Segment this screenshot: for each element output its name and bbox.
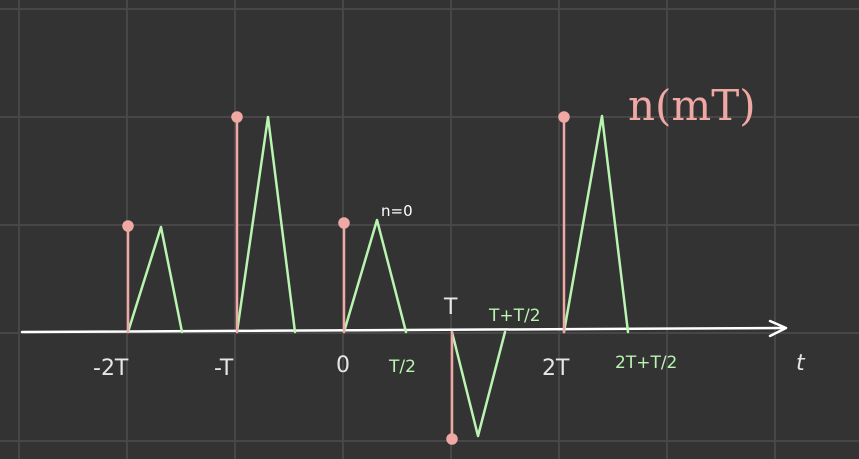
sample-T	[446, 330, 458, 445]
tick-label-2T-plus-half: 2T+T/2	[615, 353, 677, 373]
pulse-minus-2T	[126, 225, 184, 334]
pulse-zero	[342, 218, 408, 334]
tick-label-zero: 0	[336, 353, 350, 378]
axis-line	[20, 326, 784, 334]
axis-arrowhead	[768, 319, 788, 338]
sample-minus-T	[231, 111, 243, 334]
time-axis	[20, 319, 788, 338]
tick-label-half-T: T/2	[388, 357, 416, 377]
axis-label-t: t	[796, 351, 806, 376]
tick-label-T-plus-half: T+T/2	[488, 306, 541, 326]
pulse-2T	[562, 114, 630, 334]
pulse-minus-T	[235, 115, 297, 334]
tick-label-minus-T: -T	[214, 356, 234, 381]
tick-label-2T: 2T	[542, 356, 570, 381]
sample-2T	[558, 111, 570, 334]
annotation-n-zero: n=0	[381, 202, 413, 220]
function-label: n(mT)	[628, 81, 756, 130]
sample-zero	[338, 217, 350, 334]
pulse-T	[450, 330, 507, 438]
sample-minus-2T	[122, 220, 134, 334]
tick-label-T: T	[443, 295, 458, 320]
tick-label-minus-2T: -2T	[93, 356, 129, 381]
